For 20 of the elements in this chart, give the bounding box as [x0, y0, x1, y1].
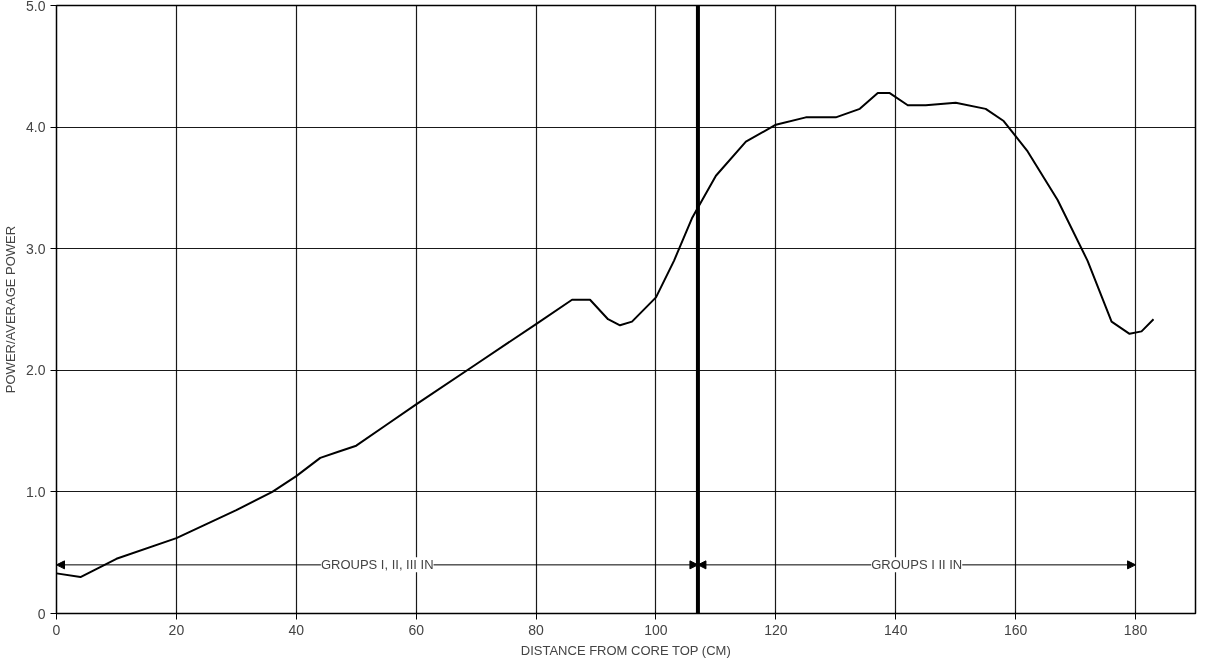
x-tick-label: 100 — [644, 621, 668, 638]
y-tick-label: 1.0 — [26, 483, 46, 500]
y-tick-label: 0 — [37, 605, 46, 622]
x-tick-label: 20 — [168, 621, 185, 638]
y-tick-label: 3.0 — [26, 240, 46, 257]
x-tick-label: 60 — [408, 621, 425, 638]
x-tick-label: 140 — [884, 621, 908, 638]
x-tick-label: 120 — [764, 621, 788, 638]
x-tick-label: 0 — [52, 621, 61, 638]
annotation: GROUPS I II IN — [871, 557, 963, 573]
y-tick-label: 4.0 — [26, 119, 46, 136]
x-axis-title: DISTANCE FROM CORE TOP (CM) — [520, 642, 731, 658]
annotation: GROUPS I, II, III IN — [320, 557, 434, 573]
x-tick-label: 160 — [1003, 621, 1028, 638]
x-tick-label: 80 — [528, 621, 545, 638]
x-tick-label: 180 — [1123, 621, 1148, 638]
y-tick-label: 5.0 — [26, 0, 46, 14]
y-axis-title: POWER/AVERAGE POWER — [3, 225, 19, 394]
y-tick-label: 2.0 — [26, 362, 46, 379]
x-tick-label: 40 — [288, 621, 305, 638]
